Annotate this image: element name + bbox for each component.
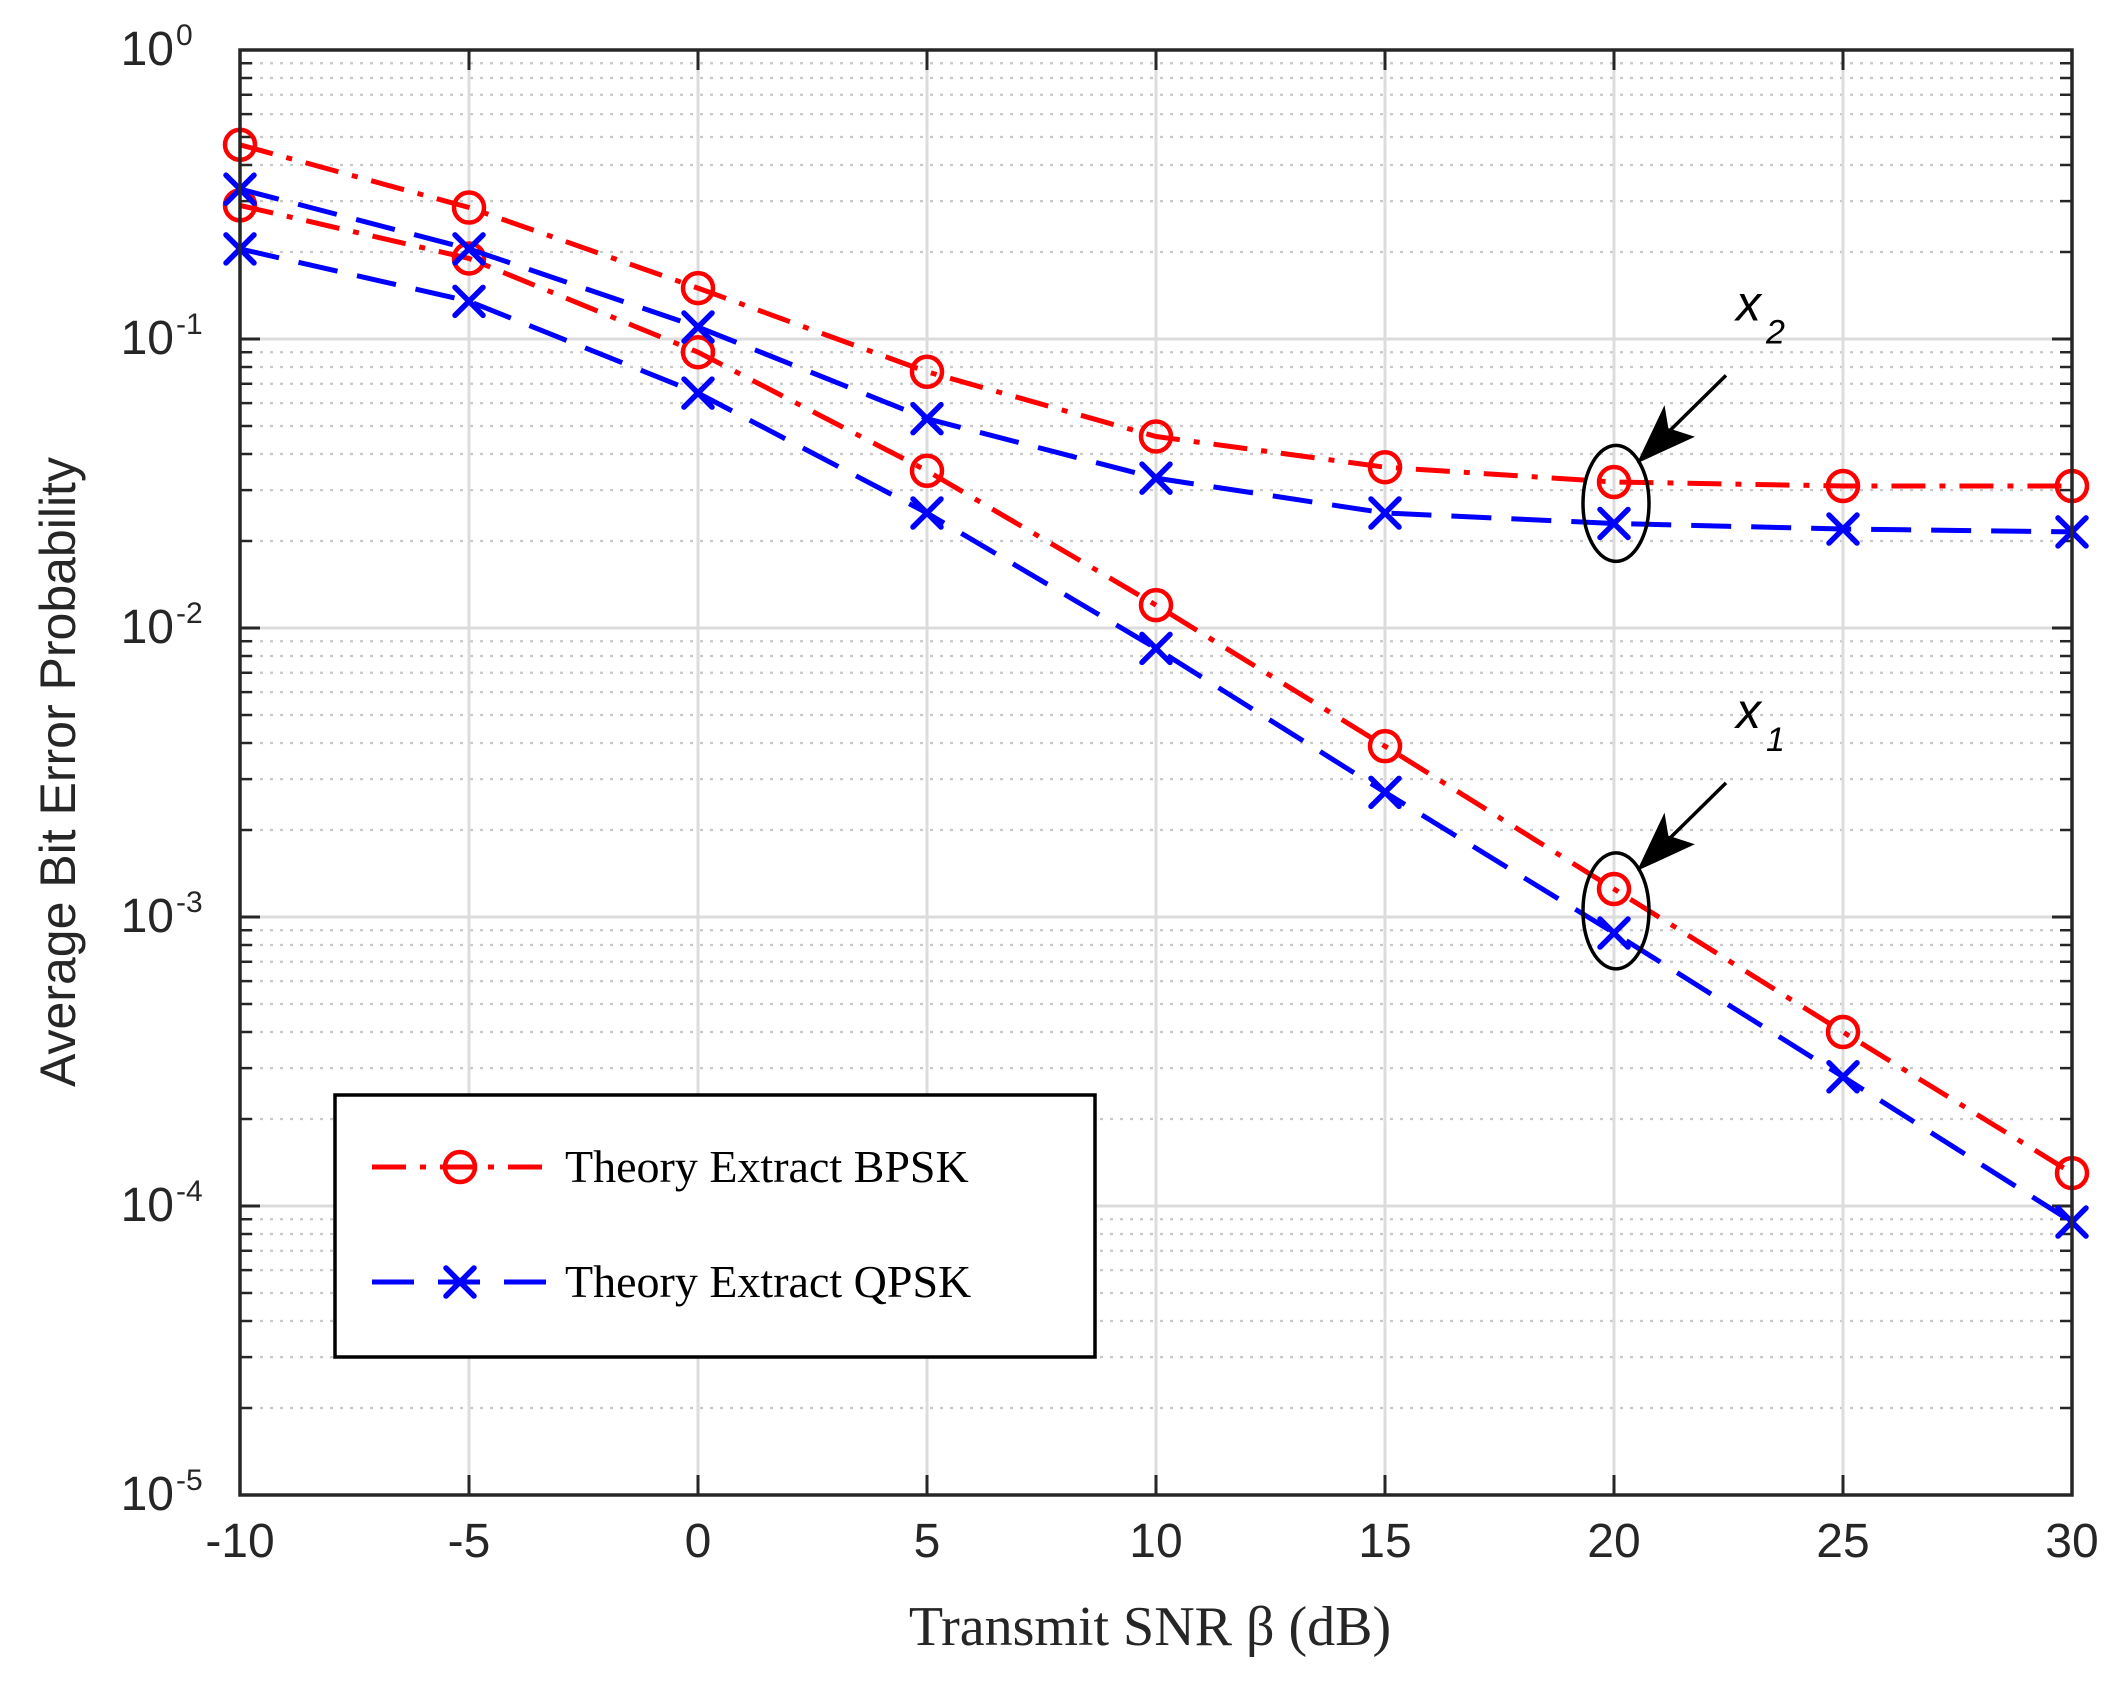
data-point-x bbox=[681, 310, 715, 344]
axes-box bbox=[238, 48, 2074, 1497]
annotation-arrow-line bbox=[1659, 374, 1728, 441]
annotation-x1: x1 bbox=[1581, 683, 1785, 971]
data-point-x-stroke bbox=[452, 232, 486, 266]
data-point-circle bbox=[1596, 464, 1632, 500]
annotation-subscript: 1 bbox=[1766, 721, 1785, 759]
data-point-x bbox=[452, 284, 486, 319]
series-1 bbox=[222, 188, 2090, 1191]
data-point-x-stroke bbox=[1826, 1060, 1860, 1094]
annotation-arrow-head bbox=[1636, 812, 1695, 871]
annotation-x2: x2 bbox=[1581, 275, 1785, 564]
x-tick-label: 15 bbox=[1358, 1515, 1411, 1568]
annotation-arrow-line bbox=[1659, 781, 1728, 849]
data-point-x bbox=[1597, 916, 1631, 950]
annotation-ellipse bbox=[1581, 851, 1651, 971]
y-tick-exponent: -5 bbox=[176, 1464, 203, 1497]
x-tick-label: 5 bbox=[914, 1515, 941, 1568]
y-tick-exponent: -2 bbox=[176, 597, 203, 630]
annotation-label: x bbox=[1734, 683, 1763, 739]
y-tick-label: 10 bbox=[121, 1179, 174, 1232]
series-line bbox=[239, 202, 2074, 1176]
annotation-arrow-head bbox=[1636, 405, 1695, 464]
series-3 bbox=[223, 232, 2089, 1239]
data-point-circle bbox=[1138, 419, 1174, 454]
legend-entry-0: Theory Extract BPSK bbox=[372, 1141, 969, 1192]
y-tick-label: 10 bbox=[121, 601, 174, 654]
y-tick-label: 10 bbox=[121, 312, 174, 365]
data-point-x bbox=[1826, 1060, 1860, 1094]
data-point-circle bbox=[1138, 587, 1174, 623]
data-point-x bbox=[910, 401, 944, 436]
axis-ticks bbox=[238, 48, 2074, 1497]
x-tick-label: 20 bbox=[1587, 1515, 1640, 1568]
legend: Theory Extract BPSK Theory Extract QPSK bbox=[333, 1093, 1097, 1359]
data-point-x bbox=[1597, 506, 1631, 541]
series-line bbox=[239, 142, 2072, 489]
annotation-ellipse bbox=[1581, 443, 1651, 564]
data-point-x bbox=[452, 232, 486, 266]
data-point-x bbox=[681, 376, 715, 410]
x-tick-label: 0 bbox=[685, 1515, 712, 1568]
data-point-circle bbox=[1367, 728, 1403, 764]
x-tick-label: 25 bbox=[1816, 1515, 1869, 1568]
data-point-circle bbox=[1825, 1014, 1861, 1050]
legend-label: Theory Extract BPSK bbox=[565, 1141, 969, 1192]
data-point-circle bbox=[451, 190, 487, 225]
data-point-x-stroke bbox=[443, 1265, 477, 1299]
x-tick-label: 30 bbox=[2045, 1515, 2098, 1568]
data-point-circle bbox=[909, 453, 945, 489]
x-tick-label: 10 bbox=[1129, 1515, 1182, 1568]
data-point-x-stroke bbox=[452, 284, 486, 319]
data-point-x-stroke bbox=[681, 310, 715, 344]
y-axis-title: Average Bit Error Probability bbox=[30, 457, 86, 1087]
series-layer bbox=[222, 127, 2090, 1239]
legend-box bbox=[333, 1093, 1097, 1359]
data-point-circle bbox=[1367, 449, 1403, 485]
x-tick-label: -5 bbox=[448, 1515, 491, 1568]
data-point-x-stroke bbox=[1368, 775, 1402, 810]
data-point-x bbox=[1826, 512, 1860, 546]
data-point-circle bbox=[1596, 871, 1632, 907]
y-tick-exponent: -3 bbox=[176, 886, 203, 919]
y-tick-exponent: -1 bbox=[176, 308, 203, 341]
data-point-x-stroke bbox=[910, 496, 944, 530]
y-tick-label: 10 bbox=[121, 890, 174, 943]
y-tick-exponent: -4 bbox=[176, 1175, 203, 1208]
data-point-x-stroke bbox=[1826, 512, 1860, 546]
data-point-x bbox=[910, 496, 944, 530]
data-point-x-stroke bbox=[1368, 496, 1402, 530]
data-point-circle bbox=[1825, 468, 1861, 504]
x-tick-label: -10 bbox=[205, 1515, 274, 1568]
data-point-circle bbox=[451, 241, 487, 276]
data-point-circle bbox=[442, 1149, 478, 1185]
data-point-x bbox=[1368, 496, 1402, 530]
y-tick-label: 10 bbox=[121, 23, 174, 76]
data-point-x-stroke bbox=[1597, 916, 1631, 950]
data-point-circle bbox=[680, 270, 716, 306]
data-point-x-stroke bbox=[1597, 506, 1631, 541]
y-tick-exponent: 0 bbox=[176, 19, 193, 52]
data-point-circle bbox=[909, 354, 945, 390]
data-point-x-stroke bbox=[1139, 461, 1173, 495]
legend-label: Theory Extract QPSK bbox=[565, 1256, 971, 1307]
data-point-x-stroke bbox=[681, 376, 715, 410]
data-point-x bbox=[443, 1265, 477, 1299]
x-axis-title: Transmit SNR β (dB) bbox=[909, 1596, 1391, 1658]
y-tick-label: 10 bbox=[121, 1468, 174, 1521]
series-2 bbox=[223, 172, 2089, 549]
data-point-x bbox=[1139, 631, 1173, 666]
data-point-x-stroke bbox=[1139, 631, 1173, 666]
series-line bbox=[239, 246, 2074, 1225]
data-point-x bbox=[1368, 775, 1402, 810]
legend-entry-1: Theory Extract QPSK bbox=[372, 1256, 971, 1307]
data-point-x bbox=[1139, 461, 1173, 495]
annotation-subscript: 2 bbox=[1765, 313, 1785, 351]
data-point-circle bbox=[680, 334, 716, 370]
data-point-x-stroke bbox=[910, 401, 944, 436]
annotation-label: x bbox=[1734, 275, 1763, 331]
